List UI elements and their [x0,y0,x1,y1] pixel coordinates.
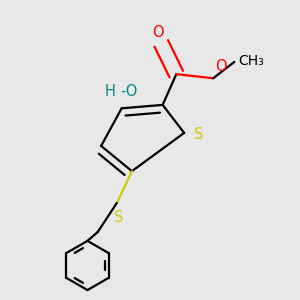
Text: -O: -O [120,84,137,99]
Text: O: O [152,25,164,40]
Text: CH₃: CH₃ [238,54,264,68]
Text: S: S [114,211,123,226]
Text: H: H [105,84,116,99]
Text: S: S [194,127,203,142]
Text: O: O [215,59,226,74]
